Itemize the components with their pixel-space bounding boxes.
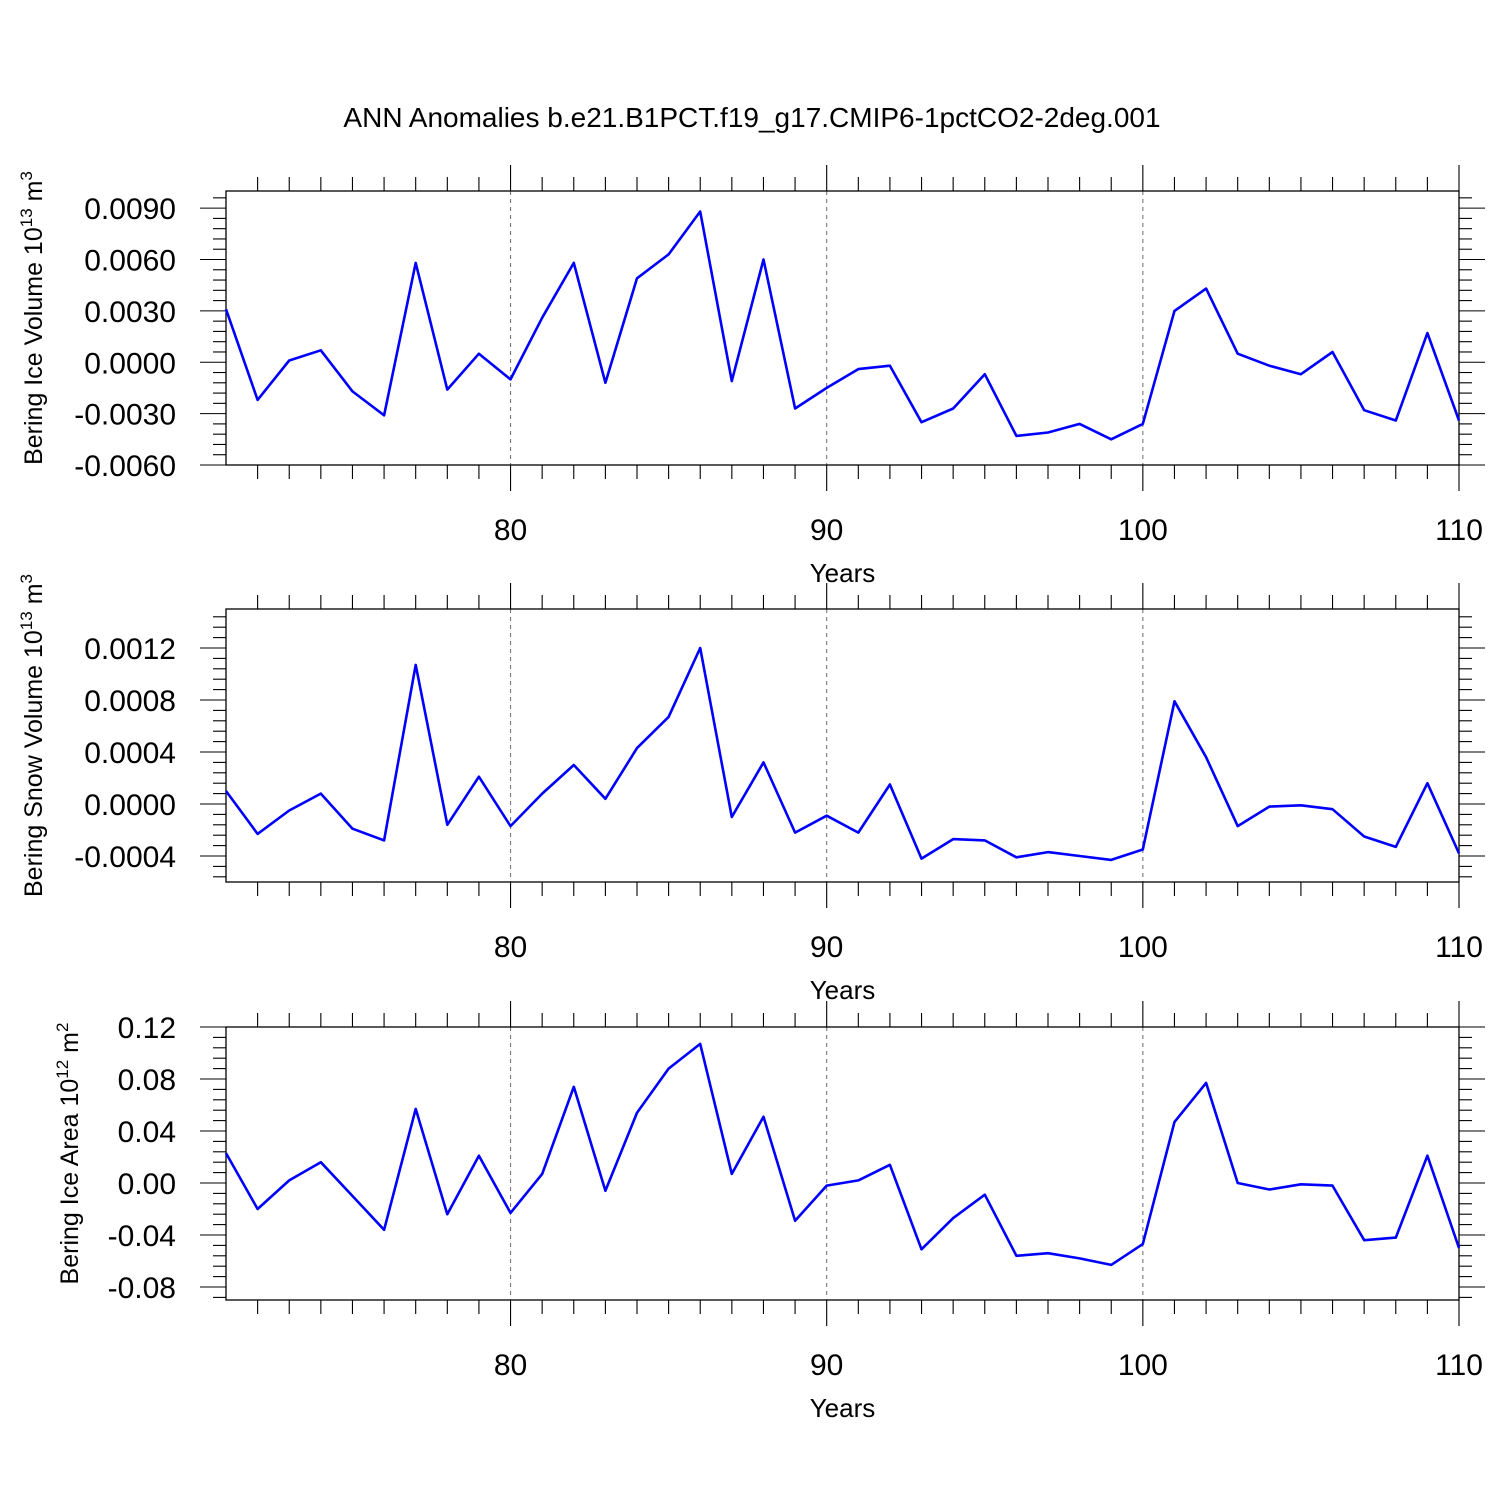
x-tick-label: 100 [1118,514,1168,547]
y-axis-title-unit-exponent: 2 [53,1023,72,1032]
y-axis-title-exponent: 13 [17,611,36,630]
x-tick-label: 100 [1118,931,1168,964]
panels: 80 90 100 110 -0.0060 -0.0030 0.0000 0.0030 0.00… [17,165,1485,1423]
y-tick-label: 0.0004 [84,737,176,770]
y-tick-label: 0.12 [118,1012,176,1045]
y-tick-label: -0.04 [108,1220,176,1253]
y-tick-label: 0.0000 [84,789,176,822]
plot-frame [225,1026,1460,1301]
panel-1: 80 90 100 110 -0.0060 -0.0030 0.0000 0.0030 0.00… [17,165,1485,588]
y-axis-title-text: Bering Ice Area 10 [56,1079,84,1285]
y-axis-title-exponent: 13 [17,208,36,227]
y-tick-label: -0.0060 [74,450,176,483]
x-tick-label: 100 [1118,1349,1168,1382]
x-tick-label: 90 [810,1349,843,1382]
y-axis-title-unit: m [56,1032,84,1060]
y-tick-label: 0.0000 [84,347,176,380]
plot-frame [225,608,1460,883]
y-tick-label: -0.0030 [74,399,176,432]
x-tick-label: 110 [1435,514,1483,547]
y-tick-label: 0.04 [118,1116,176,1149]
y-tick-label: -0.0004 [74,841,176,874]
y-tick-label: 0.00 [118,1168,176,1201]
y-axis-title: Bering Ice Volume 1013 m3 [17,171,48,465]
y-tick-label: 0.0060 [84,245,176,278]
y-tick-label: 0.0008 [84,685,176,718]
plot-frame [225,190,1460,466]
y-axis-title-text: Bering Snow Volume 10 [20,630,48,897]
x-tick-label: 110 [1435,931,1483,964]
y-tick-label: -0.08 [108,1272,176,1305]
y-tick-label: 0.0030 [84,296,176,329]
y-axis-title: Bering Ice Area 1012 m2 [53,1023,84,1285]
y-axis-title-unit: m [20,583,48,611]
y-axis-title: Bering Snow Volume 1013 m3 [17,574,48,897]
x-tick-label: 80 [494,931,527,964]
series-line [224,1042,1461,1267]
y-axis-title-unit-exponent: 3 [17,171,36,180]
y-axis-title-text: Bering Ice Volume 10 [20,227,48,465]
y-axis-title-unit-exponent: 3 [17,574,36,583]
panel-3: 80 90 100 110 -0.08 -0.04 0.00 0.04 0.08 0.12 Year… [53,1001,1485,1423]
x-tick-label: 90 [810,931,843,964]
y-axis-title-unit: m [20,181,48,209]
series-line [224,210,1461,441]
panel-2: 80 90 100 110 -0.0004 0.0000 0.0004 0.0008 0.001… [17,574,1485,1005]
y-tick-label: 0.08 [118,1064,176,1097]
x-tick-label: 110 [1435,1349,1483,1382]
x-tick-label: 80 [494,514,527,547]
x-axis-title: Years [810,1393,876,1423]
y-axis-title-exponent: 12 [53,1060,72,1079]
y-tick-label: 0.0012 [84,633,176,666]
x-tick-label: 80 [494,1349,527,1382]
chart-title: ANN Anomalies b.e21.B1PCT.f19_g17.CMIP6-… [343,102,1160,133]
x-axis-title: Years [810,558,876,588]
x-axis-title: Years [810,975,876,1005]
x-tick-label: 90 [810,514,843,547]
y-tick-label: 0.0090 [84,193,176,226]
series-line [224,646,1461,862]
